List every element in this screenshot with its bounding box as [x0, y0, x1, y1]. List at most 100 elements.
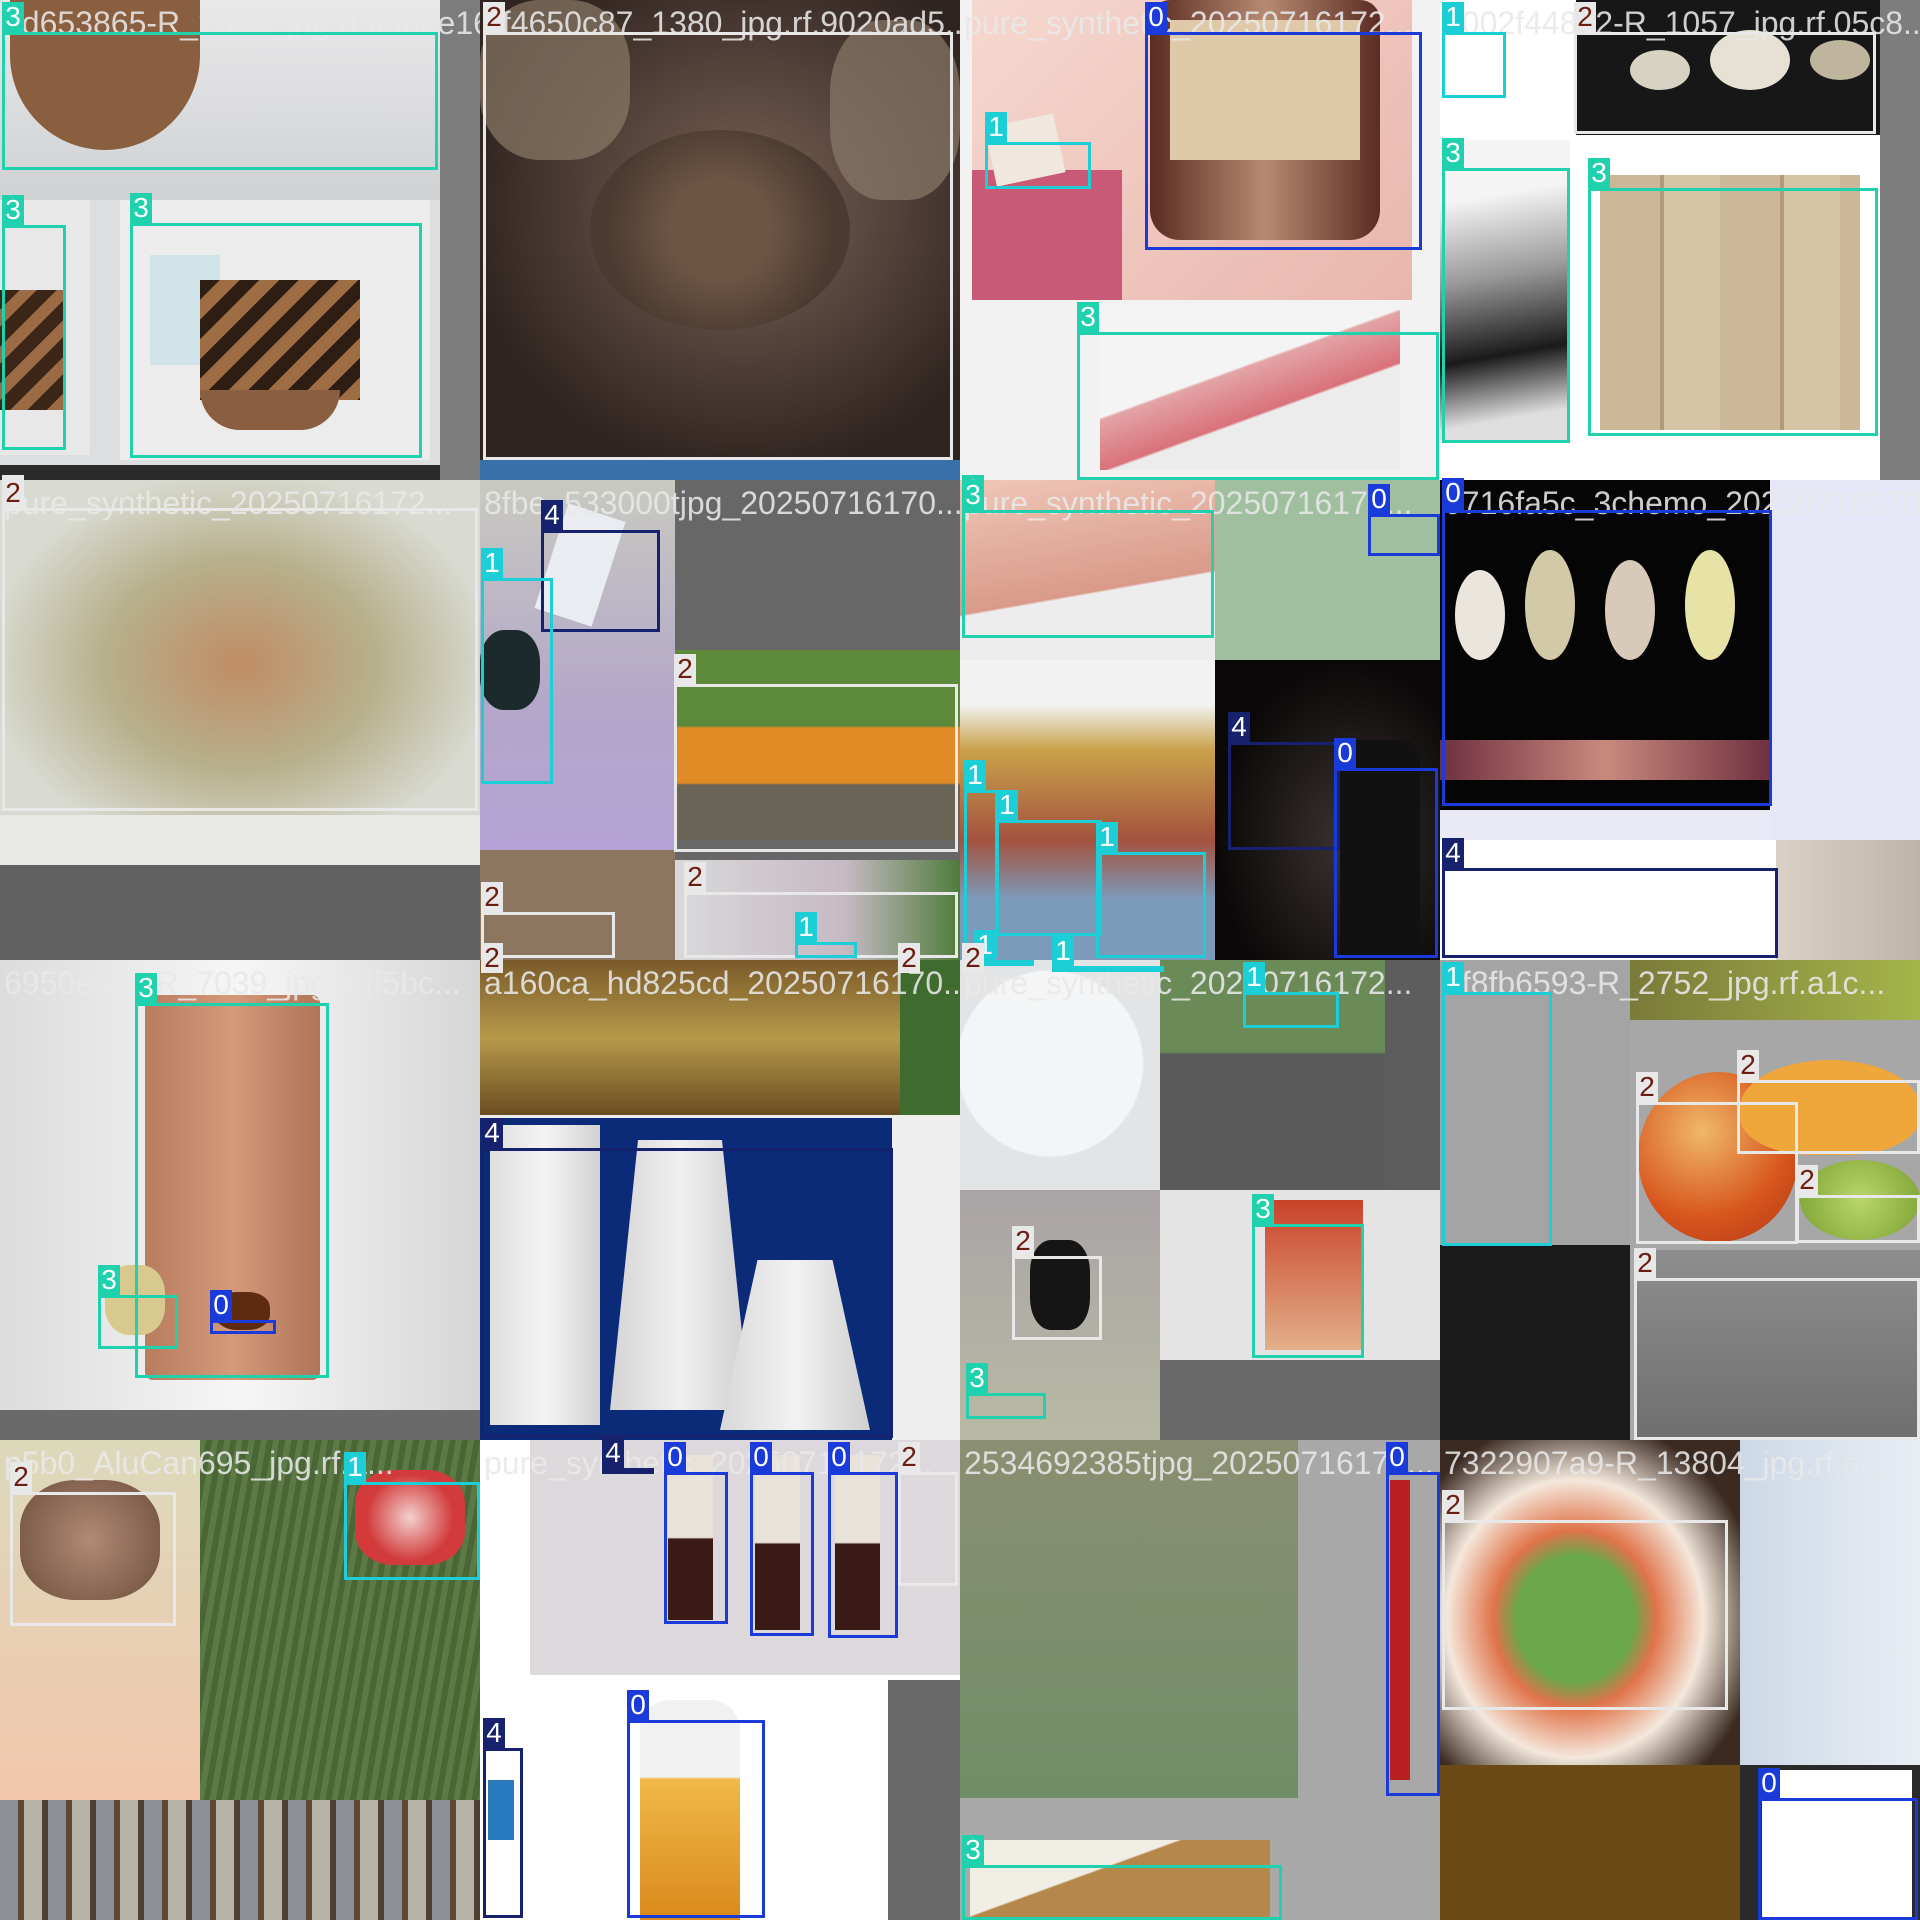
- tile-image: [480, 480, 960, 960]
- tile-image: [960, 1440, 1440, 1920]
- class-label: 3: [1252, 1194, 1274, 1224]
- bounding-box: [1442, 32, 1506, 98]
- class-label: 0: [627, 1690, 649, 1720]
- bounding-box: [130, 223, 422, 458]
- bounding-box: [1796, 1195, 1920, 1243]
- class-label: 2: [1442, 1490, 1464, 1520]
- bounding-box: [541, 530, 660, 632]
- class-label: 1: [481, 548, 503, 578]
- class-label: 1: [985, 112, 1007, 142]
- tile-image: [480, 0, 960, 480]
- class-label: 3: [2, 195, 24, 225]
- class-label: 4: [483, 1718, 505, 1748]
- class-label: 0: [1386, 1442, 1408, 1472]
- class-label: 1: [996, 790, 1018, 820]
- bounding-box: [1442, 868, 1778, 958]
- bounding-box: [1077, 332, 1439, 480]
- class-label: 4: [541, 500, 563, 530]
- tile-image: [960, 960, 1440, 1440]
- class-label: 0: [1368, 484, 1390, 514]
- bounding-box: [1588, 188, 1878, 436]
- class-label: 3: [1442, 138, 1464, 168]
- bounding-box: [1386, 1472, 1440, 1796]
- bounding-box: [483, 1748, 523, 1918]
- bounding-box: [627, 1720, 765, 1918]
- bounding-box: [481, 912, 615, 958]
- class-label: 2: [1574, 2, 1596, 32]
- bounding-box: [1368, 514, 1440, 556]
- tile-image: [480, 960, 960, 1440]
- bounding-box: [1096, 852, 1206, 958]
- bounding-box: [828, 1472, 898, 1638]
- class-label: 2: [674, 654, 696, 684]
- bounding-box: [98, 1295, 178, 1349]
- bounding-box: [2, 32, 438, 170]
- bounding-box: [483, 32, 953, 460]
- bounding-box: [1052, 966, 1164, 972]
- class-label: 3: [130, 193, 152, 223]
- bounding-box: [1737, 1080, 1920, 1154]
- class-label: 3: [966, 1363, 988, 1393]
- bounding-box: [2, 225, 66, 450]
- class-label: 1: [1442, 962, 1464, 992]
- bounding-box: [996, 820, 1102, 936]
- class-label: 3: [962, 480, 984, 510]
- bounding-box: [1012, 1256, 1102, 1340]
- class-label: 0: [750, 1442, 772, 1472]
- bounding-box: [2, 508, 478, 811]
- class-label: 1: [964, 760, 986, 790]
- bounding-box: [898, 1472, 958, 1586]
- class-label: 2: [684, 862, 706, 892]
- bounding-box: [962, 1865, 1282, 1920]
- tile-image: [0, 480, 480, 960]
- class-label: 3: [962, 1835, 984, 1865]
- bounding-box: [10, 1492, 176, 1626]
- bounding-box: [1334, 768, 1438, 958]
- bounding-box: [1228, 742, 1340, 850]
- tile-image: [0, 1440, 480, 1920]
- tile-image: [480, 1440, 960, 1920]
- class-label: 1: [1243, 962, 1265, 992]
- bounding-box: [1574, 32, 1876, 134]
- class-label: 2: [1012, 1226, 1034, 1256]
- bounding-box: [135, 1003, 329, 1378]
- bounding-box: [674, 684, 958, 852]
- bounding-box: [210, 1320, 276, 1334]
- bounding-box: [602, 1468, 654, 1474]
- bounding-box: [1634, 1278, 1920, 1440]
- bounding-box: [1145, 32, 1422, 250]
- tile-image: [960, 0, 1440, 480]
- tile-image: [1440, 0, 1920, 480]
- bounding-box: [750, 1472, 814, 1636]
- class-label: 0: [1442, 478, 1464, 508]
- class-label: 1: [344, 1452, 366, 1482]
- class-label: 2: [481, 943, 503, 973]
- tile-image: [0, 960, 480, 1440]
- bounding-box: [985, 142, 1091, 189]
- class-label: 2: [1636, 1072, 1658, 1102]
- bounding-box: [1442, 510, 1772, 806]
- bounding-box: [1442, 992, 1552, 1246]
- class-label: 3: [1588, 158, 1610, 188]
- class-label: 2: [483, 2, 505, 32]
- class-label: 2: [962, 943, 984, 973]
- class-label: 4: [1228, 712, 1250, 742]
- class-label: 3: [135, 973, 157, 1003]
- class-label: 2: [1796, 1165, 1818, 1195]
- class-label: 2: [898, 1442, 920, 1472]
- class-label: 2: [10, 1462, 32, 1492]
- bounding-box: [1442, 168, 1570, 443]
- bounding-box: [1252, 1224, 1364, 1358]
- bounding-box: [962, 510, 1214, 638]
- class-label: 0: [1334, 738, 1356, 768]
- class-label: 2: [2, 478, 24, 508]
- tile-image: [1440, 480, 1920, 960]
- class-label: 4: [481, 1118, 503, 1148]
- bounding-box: [1442, 1520, 1728, 1710]
- class-label: 2: [898, 943, 920, 973]
- bounding-box: [966, 1393, 1046, 1419]
- bounding-box: [664, 1472, 728, 1624]
- class-label: 0: [1145, 2, 1167, 32]
